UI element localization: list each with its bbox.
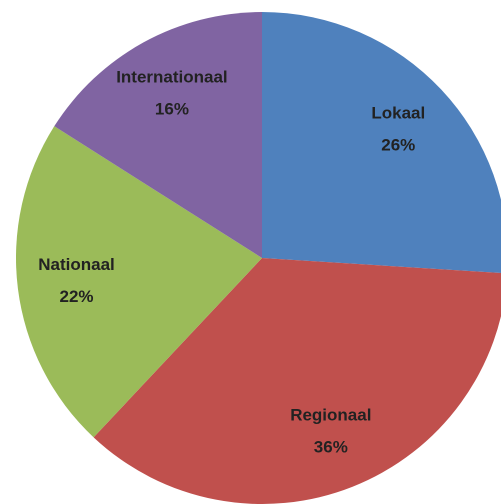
pie-slice <box>15 126 262 438</box>
slice-value-label: 26% <box>381 136 415 155</box>
slice-value-label: 36% <box>314 437 348 456</box>
slice-label: Nationaal <box>38 255 115 274</box>
pie-slice <box>93 258 501 504</box>
slice-label: Regionaal <box>290 405 371 424</box>
slice-value-label: 16% <box>155 100 189 119</box>
pie-slice <box>262 12 501 274</box>
slice-label: Internationaal <box>116 68 227 87</box>
slice-label: Lokaal <box>371 104 425 123</box>
slice-value-label: 22% <box>59 287 93 306</box>
pie-slice <box>54 12 262 258</box>
